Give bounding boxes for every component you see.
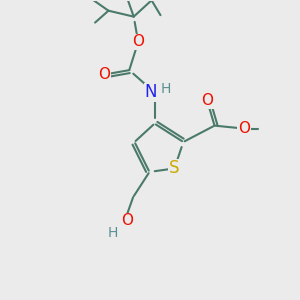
Text: O: O xyxy=(121,214,133,229)
Text: N: N xyxy=(145,83,157,101)
Text: H: H xyxy=(108,226,118,240)
Text: O: O xyxy=(132,34,144,50)
Text: S: S xyxy=(169,159,180,177)
Text: O: O xyxy=(98,67,110,82)
Text: O: O xyxy=(201,93,213,108)
Text: H: H xyxy=(160,82,171,97)
Text: O: O xyxy=(238,121,250,136)
